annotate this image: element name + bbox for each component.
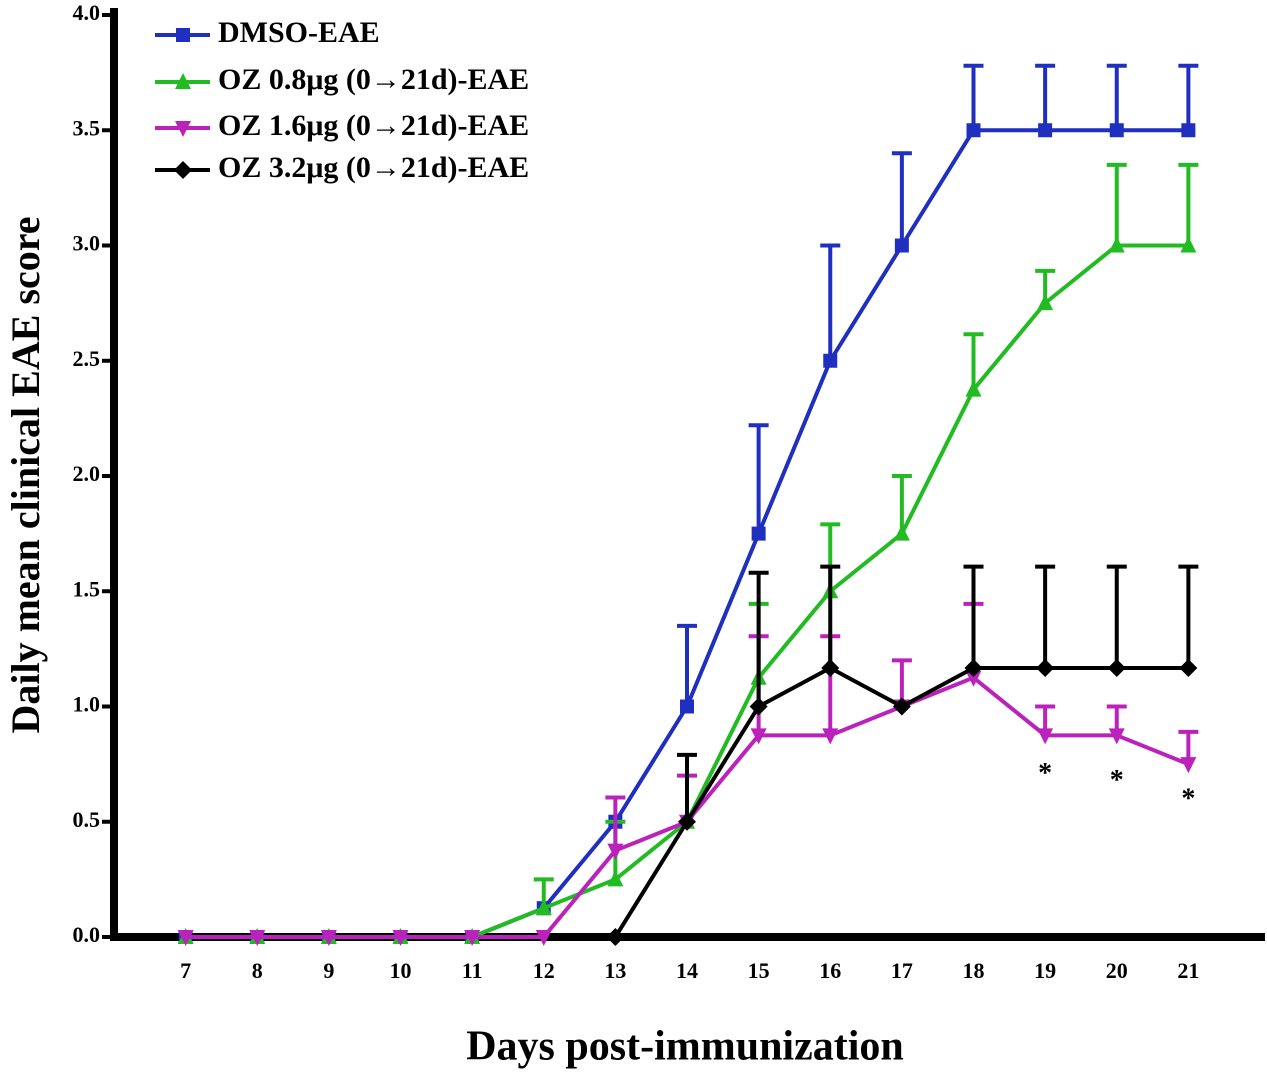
data-point	[1107, 659, 1126, 678]
data-point	[1109, 123, 1124, 138]
error-bar	[1035, 63, 1056, 131]
y-tick-label: 1.0	[73, 692, 101, 717]
legend-label: OZ 3.2μg (0→21d)-EAE	[218, 151, 529, 184]
y-tick-label: 0.0	[73, 922, 101, 947]
data-point	[1038, 123, 1053, 138]
x-tick-label: 16	[819, 958, 841, 983]
data-point	[606, 928, 625, 946]
data-point	[1181, 123, 1196, 138]
data-point	[821, 659, 840, 678]
data-point	[177, 930, 194, 946]
data-point	[750, 728, 767, 745]
x-tick-label: 11	[462, 958, 483, 983]
data-point	[964, 659, 983, 678]
data-point	[1036, 659, 1055, 678]
error-bar	[748, 423, 769, 534]
legend-marker	[176, 28, 190, 42]
x-tick-label: 20	[1106, 958, 1128, 983]
error-bar	[1178, 162, 1199, 246]
legend-marker	[175, 121, 191, 137]
error-bar	[1106, 564, 1127, 669]
x-tick-label: 19	[1034, 958, 1056, 983]
data-point	[607, 870, 624, 887]
legend-label: DMSO-EAE	[218, 16, 380, 49]
data-point	[464, 930, 481, 946]
x-tick-label: 14	[676, 958, 698, 983]
data-point	[1037, 728, 1054, 745]
x-tick-label: 17	[891, 958, 913, 983]
data-point	[1037, 294, 1054, 311]
legend-marker	[174, 161, 192, 179]
x-tick-label: 21	[1177, 958, 1199, 983]
data-point	[892, 697, 911, 716]
y-tick-label: 2.0	[73, 461, 101, 486]
x-tick-label: 8	[252, 958, 263, 983]
data-point	[1180, 757, 1197, 774]
x-axis-label: Days post-immunization	[466, 1024, 904, 1070]
data-point	[965, 380, 982, 397]
x-tick-label: 12	[533, 958, 555, 983]
data-point	[749, 697, 768, 716]
x-tick-label: 10	[390, 958, 412, 983]
data-point	[249, 930, 266, 946]
x-tick-label: 13	[604, 958, 626, 983]
annotation: *	[1038, 758, 1052, 789]
error-bar	[891, 151, 912, 246]
legend-marker	[175, 73, 191, 89]
data-point	[1180, 236, 1197, 253]
error-bar	[1178, 564, 1199, 669]
data-point	[965, 670, 982, 687]
data-point	[392, 930, 409, 946]
x-tick-label: 9	[323, 958, 334, 983]
y-tick-label: 1.5	[73, 576, 101, 601]
data-point	[535, 930, 552, 946]
error-bar	[963, 63, 984, 131]
data-point	[823, 353, 838, 368]
error-bar	[748, 570, 769, 707]
error-bar	[1106, 63, 1127, 131]
error-bar	[820, 564, 841, 669]
data-point	[1108, 236, 1125, 253]
y-tick-label: 4.0	[73, 0, 101, 25]
data-point	[678, 812, 696, 831]
y-tick-label: 2.5	[73, 346, 101, 371]
data-point	[893, 524, 910, 541]
data-point	[1108, 728, 1125, 745]
error-bar	[677, 623, 697, 707]
y-axis-label: Daily mean clinical EAE score	[3, 217, 48, 734]
y-tick-label: 3.0	[73, 231, 101, 256]
error-bar	[963, 564, 984, 669]
data-point	[751, 526, 766, 541]
series-line	[185, 243, 1189, 939]
error-bar	[1178, 63, 1199, 131]
x-tick-label: 18	[963, 958, 985, 983]
data-point	[1179, 659, 1198, 678]
error-bar	[1106, 162, 1127, 246]
y-tick-label: 0.5	[73, 807, 101, 832]
annotation: *	[1110, 765, 1124, 796]
error-bar	[963, 332, 984, 390]
x-tick-label: 7	[180, 958, 191, 983]
data-point	[535, 899, 552, 916]
error-bar	[677, 752, 697, 822]
data-point	[966, 123, 981, 138]
error-bar	[605, 795, 626, 851]
data-point	[894, 238, 909, 253]
legend-label: OZ 1.6μg (0→21d)-EAE	[218, 109, 529, 142]
y-tick-label: 3.5	[73, 115, 101, 140]
data-point	[320, 930, 337, 946]
legend-label: OZ 0.8μg (0→21d)-EAE	[218, 63, 529, 96]
error-bar	[820, 243, 841, 361]
error-bar	[1035, 564, 1056, 669]
data-point	[607, 843, 624, 860]
annotation: *	[1181, 783, 1195, 814]
data-point	[822, 728, 839, 745]
error-bar	[891, 474, 912, 534]
x-tick-label: 15	[748, 958, 770, 983]
data-point	[680, 699, 694, 714]
